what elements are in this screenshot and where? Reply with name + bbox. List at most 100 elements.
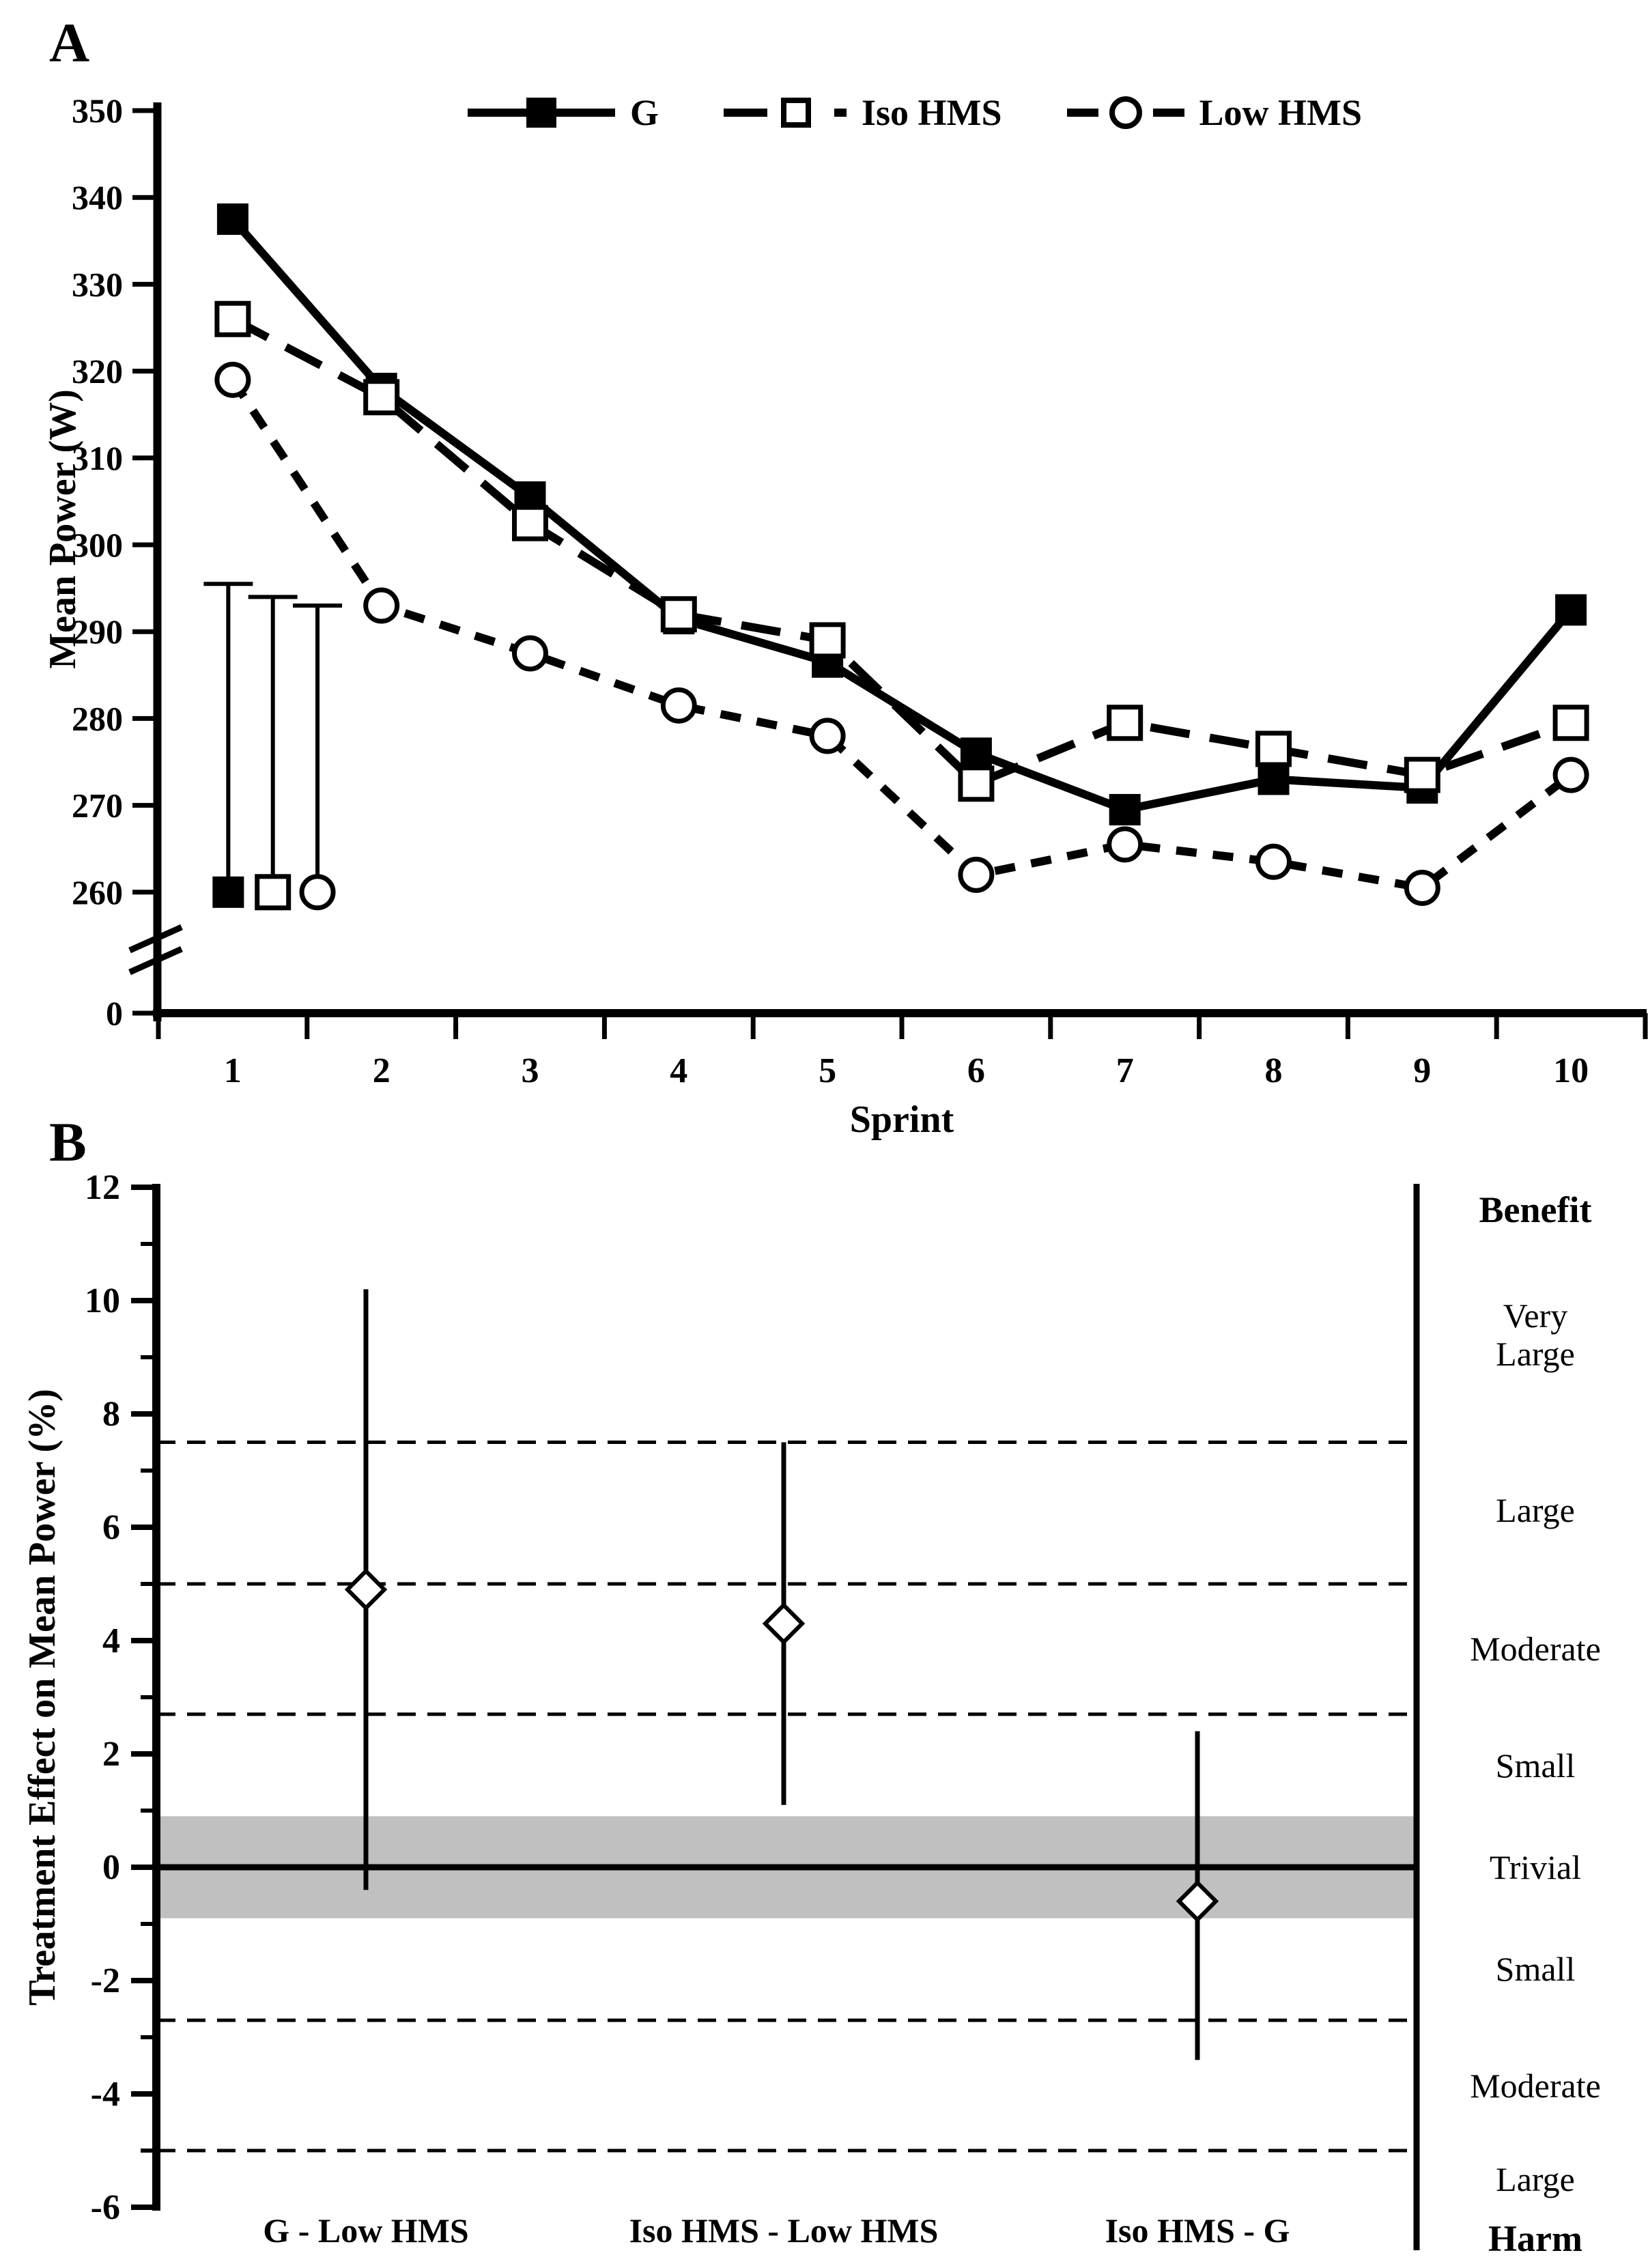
open-circle-marker — [363, 587, 400, 624]
filled-square-marker — [212, 876, 244, 908]
tick-label: -6 — [91, 2188, 120, 2227]
series-line-Iso HMS — [231, 315, 1573, 789]
tick-label: 270 — [72, 786, 123, 825]
tick-label: 0 — [102, 1848, 120, 1887]
tick-label: 8 — [102, 1395, 120, 1434]
open-circle-marker — [299, 874, 336, 911]
open-circle-marker — [809, 718, 846, 754]
comparison-label: Iso HMS - Low HMS — [629, 2211, 939, 2250]
legend-sample-solid-line — [467, 98, 615, 128]
filled-square-marker — [960, 737, 992, 769]
tick-label: 1 — [224, 1051, 242, 1090]
tick-label: 7 — [1116, 1051, 1134, 1090]
tick-label: -2 — [91, 1961, 120, 2000]
open-square-marker — [1255, 731, 1292, 767]
tick-label: 320 — [72, 352, 123, 391]
open-square-marker — [512, 505, 548, 541]
open-circle-marker — [1255, 843, 1292, 880]
open-square-marker — [1552, 705, 1589, 741]
tick-label: 5 — [819, 1051, 836, 1090]
open-square-marker — [958, 765, 995, 802]
zone-label: Large — [1496, 2159, 1575, 2198]
legend-sample-short-dash — [1066, 96, 1184, 129]
legend-sample-long-dash — [723, 98, 847, 128]
filled-square-marker — [1258, 763, 1290, 795]
dash-segment-icon — [723, 109, 767, 117]
tick-label: 10 — [1553, 1051, 1589, 1090]
tick-label: 350 — [72, 91, 123, 130]
legend-item-iso-hms: Iso HMS — [723, 91, 1002, 134]
open-circle-marker — [660, 687, 697, 724]
open-square-icon — [780, 98, 811, 128]
dash-segment-icon — [1066, 109, 1098, 117]
open-square-marker — [1107, 705, 1143, 741]
tick-label: 280 — [72, 699, 123, 737]
zone-label: Trivial — [1489, 1848, 1582, 1886]
open-square-marker — [363, 379, 400, 416]
zone-label: Harm — [1488, 2217, 1582, 2259]
legend-label: G — [629, 92, 659, 133]
tick-label: 6 — [102, 1508, 120, 1547]
zone-label: Moderate — [1470, 1630, 1601, 1669]
zone-label: Very Large — [1496, 1296, 1575, 1373]
legend-label: Iso HMS — [861, 92, 1002, 133]
comparison-label: Iso HMS - G — [1105, 2211, 1290, 2250]
tick-label: 300 — [72, 526, 123, 564]
zone-label: Moderate — [1470, 2066, 1601, 2105]
open-circle-marker — [512, 635, 548, 672]
tick-label: 2 — [373, 1051, 390, 1090]
filled-square-marker — [1555, 594, 1587, 626]
legend-item-low-hms: Low HMS — [1066, 91, 1363, 134]
legend-label: Low HMS — [1199, 92, 1363, 133]
open-square-marker — [255, 874, 292, 911]
open-square-marker — [660, 596, 697, 633]
effect-diamond-marker — [344, 1568, 388, 1611]
tick-label: 9 — [1413, 1051, 1431, 1090]
tick-label: 0 — [106, 994, 123, 1032]
axis-break-icon — [128, 924, 183, 954]
filled-square-icon — [526, 98, 556, 128]
axis-break-icon — [128, 946, 183, 976]
tick-label: 340 — [72, 178, 123, 216]
open-square-marker — [1404, 756, 1440, 793]
tick-label: 10 — [85, 1281, 120, 1320]
tick-label: 330 — [72, 265, 123, 303]
open-circle-marker — [214, 361, 251, 398]
effect-diamond-marker — [1176, 1880, 1219, 1923]
dash-segment-icon — [1152, 109, 1184, 117]
tick-label: 2 — [102, 1735, 120, 1774]
effect-diamond-marker — [762, 1602, 806, 1645]
line-segment-icon — [467, 109, 526, 117]
tick-label: 310 — [72, 439, 123, 477]
filled-square-marker — [1109, 793, 1141, 825]
open-square-marker — [809, 622, 846, 659]
line-segment-icon — [556, 109, 615, 117]
series-line-G — [229, 216, 1574, 814]
open-circle-marker — [1107, 826, 1143, 863]
open-circle-icon — [1109, 96, 1142, 129]
zone-label: Large — [1496, 1491, 1575, 1530]
tick-label: 6 — [967, 1051, 985, 1090]
open-circle-marker — [958, 856, 995, 893]
filled-square-marker — [216, 203, 248, 235]
zone-label: Small — [1495, 1746, 1576, 1785]
tick-label: 290 — [72, 612, 123, 651]
panel-a-letter: A — [49, 12, 90, 74]
panel-b-letter: B — [49, 1111, 87, 1173]
dash-dot-icon — [834, 109, 847, 117]
zone-label: Small — [1495, 1950, 1576, 1989]
series-line-Low HMS — [229, 378, 1574, 892]
open-circle-marker — [1404, 869, 1440, 906]
comparison-label: G - Low HMS — [263, 2211, 469, 2250]
tick-label: 4 — [102, 1621, 120, 1660]
tick-label: 8 — [1265, 1051, 1283, 1090]
tick-label: 12 — [85, 1168, 120, 1207]
panel-a-x-axis-title: Sprint — [849, 1098, 954, 1141]
tick-label: 260 — [72, 873, 123, 911]
tick-label: 4 — [670, 1051, 687, 1090]
tick-label: 3 — [522, 1051, 539, 1090]
legend: G Iso HMS Low HMS — [328, 75, 1502, 150]
open-square-marker — [214, 300, 251, 337]
